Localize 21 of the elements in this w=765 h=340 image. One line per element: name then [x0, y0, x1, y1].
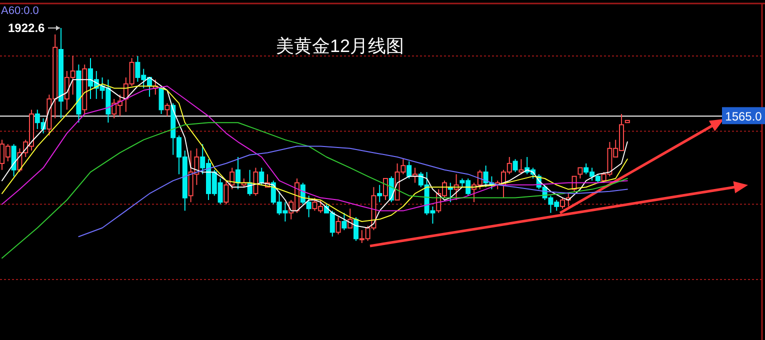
annotation: 1922.6 [8, 21, 46, 35]
candlestick [383, 178, 388, 200]
text: A60:0.0 [1, 5, 39, 17]
candlestick [253, 167, 258, 196]
candlestick [342, 212, 347, 231]
candlestick [406, 160, 412, 179]
candlestick [230, 167, 235, 190]
candlestick [354, 216, 358, 242]
chart-title: 美黄金12月线图 [276, 36, 404, 56]
candlestick [164, 102, 170, 117]
candlestick [578, 167, 583, 179]
candlestick [158, 86, 164, 114]
candlestick [512, 158, 518, 173]
candlestick [336, 216, 341, 235]
candlestick [11, 144, 16, 177]
candlestick [236, 156, 240, 190]
text: 1565.0 [725, 110, 762, 124]
candlestick [377, 184, 382, 203]
candlestick [518, 158, 524, 175]
candlestick [224, 180, 229, 205]
candlestick [259, 167, 264, 186]
